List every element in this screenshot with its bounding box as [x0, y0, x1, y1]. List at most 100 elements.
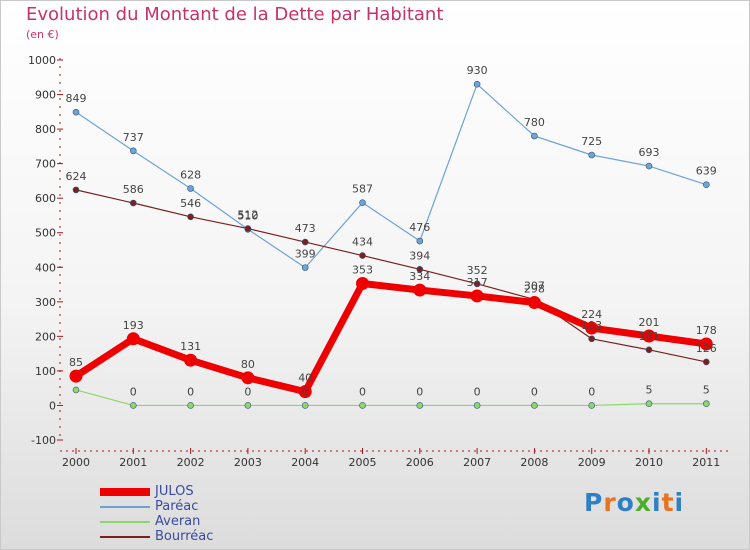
series-line-paréac — [75, 83, 707, 269]
legend-label: Paréac — [155, 499, 199, 514]
brand-logo: Proxiti — [584, 488, 684, 517]
data-label: 780 — [524, 116, 545, 129]
data-label: 0 — [187, 385, 194, 398]
data-label: 178 — [696, 324, 717, 337]
data-point — [645, 162, 653, 170]
y-tick-label: 800 — [35, 123, 56, 136]
x-tick-label: 2007 — [463, 456, 491, 469]
data-label: 201 — [639, 316, 660, 329]
x-tick-label: 2002 — [177, 456, 205, 469]
data-label: 0 — [130, 385, 137, 398]
data-label: 394 — [409, 249, 430, 262]
legend-label: Bourréac — [155, 529, 214, 544]
y-tick-label: 900 — [35, 89, 56, 102]
data-point — [126, 332, 140, 346]
legend-item: Bourréac — [100, 529, 213, 544]
data-point — [416, 266, 424, 273]
brand-letter: P — [584, 488, 604, 517]
data-label: 0 — [531, 385, 538, 398]
x-tick-label: 2001 — [119, 456, 147, 469]
brand-letter: i — [652, 488, 662, 517]
data-label: 510 — [237, 209, 258, 222]
data-label: 0 — [302, 385, 309, 398]
data-point — [69, 369, 83, 383]
data-point — [301, 264, 309, 271]
y-tick-label: 400 — [35, 261, 56, 274]
data-point — [588, 402, 596, 409]
data-point — [585, 321, 599, 335]
y-tick-label: 0 — [49, 399, 56, 412]
data-point — [130, 199, 137, 207]
data-label: 476 — [409, 221, 430, 234]
data-label: 131 — [180, 340, 201, 353]
data-point — [531, 132, 538, 140]
data-label: 334 — [409, 270, 430, 283]
y-tick-label: 1000 — [28, 54, 56, 67]
y-tick-label: 200 — [35, 330, 56, 343]
data-label: 693 — [639, 146, 660, 159]
series-line-julos — [74, 280, 707, 396]
data-point — [413, 283, 427, 297]
x-tick-label: 2000 — [62, 456, 90, 469]
data-label: 512 — [237, 209, 258, 222]
x-tick-label: 2004 — [291, 456, 319, 469]
data-point — [473, 402, 481, 409]
legend-swatch — [100, 505, 150, 508]
data-label: 0 — [474, 385, 481, 398]
data-point — [416, 402, 424, 409]
legend-item: Paréac — [100, 499, 213, 514]
data-point — [527, 296, 541, 310]
data-point — [130, 402, 137, 409]
data-label: 849 — [66, 92, 87, 105]
x-tick-label: 2011 — [692, 456, 720, 469]
data-label: 624 — [66, 170, 87, 183]
data-label: 85 — [69, 356, 83, 369]
data-point — [588, 151, 596, 159]
data-label: 126 — [696, 342, 717, 355]
x-tick-label: 2006 — [406, 456, 434, 469]
data-label: 930 — [467, 64, 488, 77]
data-point — [301, 402, 309, 409]
y-tick-label: -100 — [31, 434, 56, 447]
data-point — [244, 225, 252, 232]
data-label: 161 — [639, 330, 660, 343]
brand-letter: o — [616, 488, 635, 517]
y-tick-label: 100 — [35, 365, 56, 378]
data-point — [130, 147, 137, 155]
chart-title: Evolution du Montant de la Dette par Hab… — [26, 4, 444, 25]
data-point — [72, 386, 80, 394]
data-point — [645, 400, 653, 408]
unit-label: (en €) — [26, 28, 59, 41]
data-point — [187, 185, 194, 192]
data-label: 80 — [241, 358, 255, 371]
data-label: 399 — [295, 248, 316, 261]
data-point — [645, 346, 653, 354]
legend-swatch — [100, 487, 150, 496]
data-label: 434 — [352, 236, 373, 249]
brand-letter: i — [674, 488, 685, 517]
data-point — [470, 289, 484, 303]
data-label: 628 — [180, 169, 201, 182]
data-point — [298, 385, 312, 399]
legend-swatch — [100, 535, 150, 538]
legend-swatch — [100, 520, 150, 523]
data-point — [72, 186, 80, 194]
x-tick-label: 2008 — [520, 456, 548, 469]
legend-label: Averan — [155, 514, 201, 529]
data-label: 737 — [123, 131, 144, 144]
legend-label: JULOS — [155, 484, 194, 499]
series-line-bourréac — [75, 189, 707, 363]
data-point — [72, 108, 80, 116]
data-point — [473, 80, 481, 88]
data-label: 0 — [588, 385, 595, 398]
data-point — [359, 252, 366, 259]
data-label: 0 — [416, 385, 423, 398]
data-point — [187, 402, 194, 409]
data-label: 298 — [524, 283, 545, 296]
y-tick-label: 700 — [35, 158, 56, 171]
x-tick-label: 2005 — [349, 456, 377, 469]
data-point — [702, 358, 710, 366]
data-point — [301, 238, 309, 246]
data-label: 725 — [581, 135, 602, 148]
